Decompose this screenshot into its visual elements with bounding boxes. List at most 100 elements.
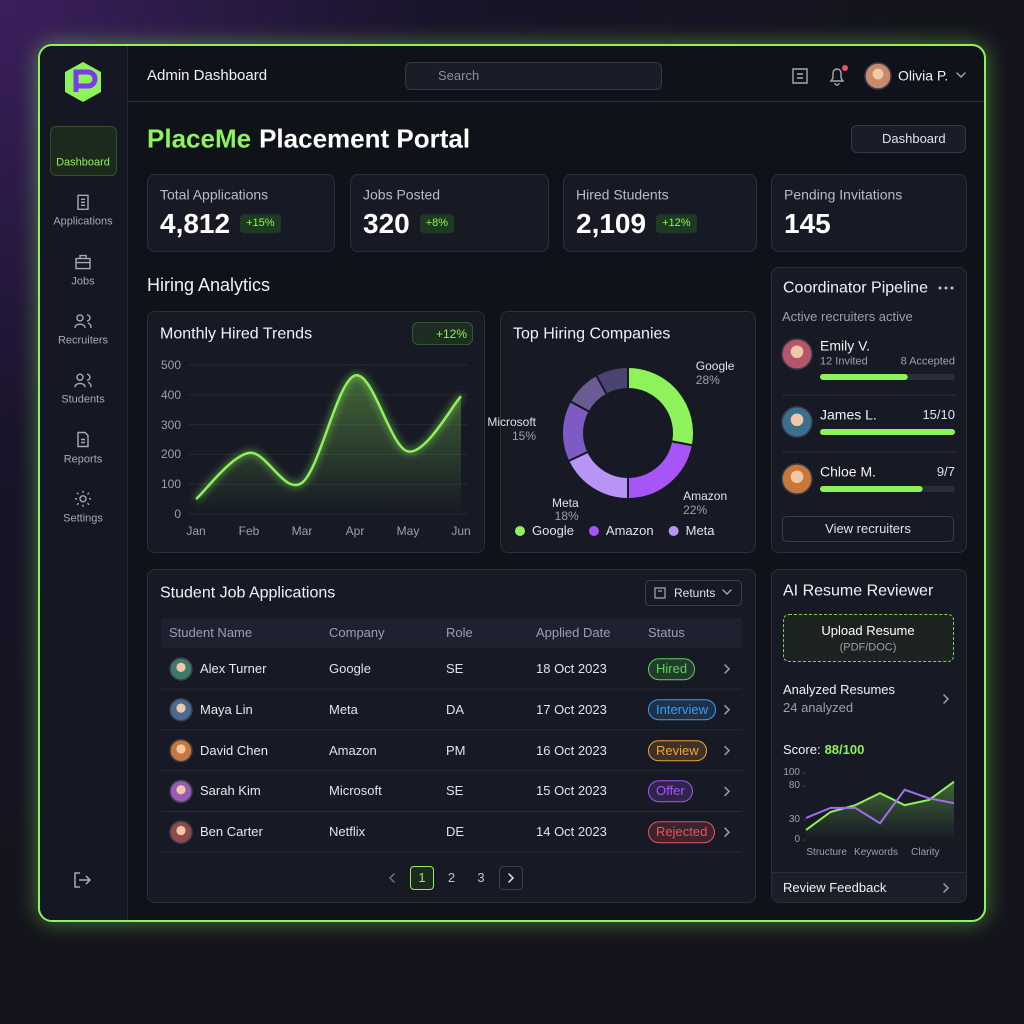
- y-tick-label: 300: [160, 417, 181, 432]
- y-tick-label: 400: [160, 387, 181, 402]
- recruiter-ratio: 9/7: [936, 464, 955, 480]
- bell-icon: [829, 68, 845, 86]
- stat-change: +15%: [240, 214, 281, 234]
- x-tick-label: Apr: [345, 523, 365, 538]
- stat-label: Hired Students: [576, 186, 669, 203]
- nav-item[interactable]: Recruiters: [57, 334, 109, 347]
- progress-bar: [820, 429, 955, 435]
- donut-segment: [594, 365, 629, 396]
- donut-label: Meta 18%: [552, 496, 579, 525]
- analyzed-title: Analyzed Resumes: [783, 682, 895, 698]
- filter-button[interactable]: [645, 580, 742, 606]
- stat-label: Jobs Posted: [363, 186, 441, 203]
- donut-label-name: Microsoft: [487, 415, 537, 430]
- stat-change: +8%: [419, 214, 455, 234]
- stat-card: [350, 174, 549, 252]
- card-subtitle: Active recruiters active: [782, 309, 913, 325]
- applied-date: 15 Oct 2023: [536, 783, 607, 799]
- score-line: [805, 788, 955, 825]
- table-header: [161, 618, 742, 648]
- page-number[interactable]: 2: [447, 870, 456, 886]
- legend-entry: Meta: [685, 523, 715, 539]
- resume-footer-bg: [772, 872, 966, 902]
- search-box[interactable]: [405, 62, 662, 90]
- avatar-face: [176, 744, 186, 754]
- upload-box[interactable]: [783, 614, 954, 662]
- logo-mark: [73, 69, 98, 92]
- doc-icon: [792, 68, 808, 84]
- view-recruiters-button[interactable]: [782, 516, 954, 542]
- legend-marker: [515, 526, 525, 536]
- x-tick-label: Jan: [186, 523, 206, 538]
- stat-value: 145: [784, 208, 831, 240]
- stat-label: Pending Invitations: [784, 186, 903, 203]
- stat-change: +12%: [656, 214, 697, 234]
- student-name: Sarah Kim: [200, 783, 261, 799]
- role: PM: [446, 742, 466, 758]
- trend-label: +12%: [436, 326, 468, 341]
- company: Netflix: [329, 824, 366, 840]
- chevron: [724, 705, 731, 715]
- nav-item[interactable]: Reports: [63, 452, 103, 465]
- avatar-face: [176, 785, 186, 795]
- status-pill: Hired: [648, 658, 696, 680]
- logout-icon: [74, 872, 92, 888]
- trend-line: [195, 374, 462, 501]
- avatar-face: [790, 413, 804, 427]
- nav-item[interactable]: Dashboard: [56, 156, 110, 169]
- donut-label: Amazon 22%: [683, 489, 728, 518]
- nav-item[interactable]: Students: [61, 393, 105, 406]
- score-value: 88/100: [824, 742, 865, 758]
- chevron: [943, 883, 950, 893]
- menu-dot: [950, 286, 954, 290]
- x-tick-label: Structure: [806, 847, 847, 858]
- recruiter-name: Chloe M.: [820, 463, 877, 480]
- view-button[interactable]: [851, 125, 966, 153]
- stat-value: 2,109: [576, 208, 647, 240]
- role: SE: [446, 661, 464, 677]
- page-number[interactable]: 3: [477, 870, 485, 886]
- role: DA: [446, 702, 465, 717]
- topbar-title: Admin Dashboard: [147, 67, 268, 84]
- nav-item[interactable]: Applications: [53, 215, 113, 228]
- legend-marker: [588, 526, 599, 536]
- avatar-face: [176, 662, 186, 672]
- donut-label-value: 28%: [695, 373, 720, 388]
- nav-item[interactable]: Settings: [63, 512, 103, 525]
- menu-dot: [944, 286, 948, 290]
- donut-label-value: 15%: [512, 429, 537, 444]
- filter-icon: [654, 587, 666, 599]
- y-tick-label: 30: [788, 813, 800, 825]
- donut-segment: [627, 365, 695, 447]
- page-number[interactable]: 1: [418, 870, 426, 886]
- card-title: Coordinator Pipeline: [783, 279, 928, 297]
- donut-label-name: Amazon: [683, 489, 728, 504]
- legend-entry: Amazon: [605, 523, 654, 539]
- stat-row: 320 +8%: [363, 207, 455, 241]
- nav-icon: [74, 373, 92, 388]
- upload-label: Upload Resume: [821, 623, 915, 639]
- review-feedback[interactable]: Review Feedback: [783, 880, 887, 896]
- role: SE: [446, 783, 464, 799]
- nav-item[interactable]: Jobs: [71, 275, 95, 287]
- column-header: Role: [446, 625, 473, 641]
- nav-icon: [75, 490, 91, 507]
- avatar-face: [790, 470, 804, 484]
- stat-row: 4,812 +15%: [160, 207, 281, 241]
- stat-card: [771, 174, 967, 252]
- x-tick-label: Clarity: [911, 847, 940, 858]
- search-placeholder: Search: [438, 68, 480, 84]
- page-next[interactable]: [499, 866, 523, 890]
- recruiter-name: Emily V.: [820, 337, 871, 354]
- user-name[interactable]: Olivia P.: [898, 67, 949, 84]
- chevron: [956, 72, 966, 79]
- recruiter-invited: 12 Invited: [820, 355, 868, 368]
- nav-icon: [77, 194, 89, 211]
- donut-label-name: Google: [695, 359, 735, 374]
- donut-label-value: 18%: [554, 509, 579, 524]
- chevron: [508, 873, 515, 883]
- stat-label: Total Applications: [160, 186, 269, 203]
- progress-bar: [820, 486, 923, 492]
